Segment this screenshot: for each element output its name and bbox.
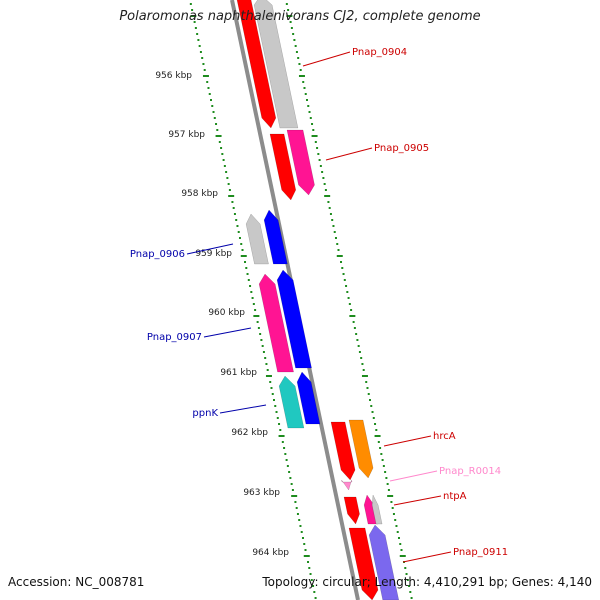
axis-ticks-left: [189, 3, 317, 599]
gene-label: Pnap_0904: [352, 47, 407, 58]
gene-label: ppnK: [192, 408, 218, 419]
gene-label: Pnap_0911: [453, 547, 508, 558]
gene-arrow: [263, 209, 288, 265]
accession-text: Accession: NC_008781: [8, 575, 145, 589]
gene-arrow: [276, 269, 312, 369]
gene-label: Pnap_0905: [374, 143, 429, 154]
gene-label: Pnap_0907: [147, 332, 202, 343]
tick-label: 957 kbp: [168, 130, 205, 140]
gene-arrow: [330, 421, 356, 481]
gene-arrow: [236, 0, 277, 129]
tick-label: 964 kbp: [252, 548, 289, 558]
callout-line: [389, 470, 438, 482]
map-title: Polaromonas naphthalenivorans CJ2, compl…: [119, 9, 481, 24]
gene-arrow: [368, 524, 400, 600]
axis-tick-labels: 956 kbp 957 kbp 958 kbp 959 kbp 960 kbp 961 k…: [155, 71, 289, 558]
callout-line: [393, 495, 442, 506]
tick-label: 959 kbp: [195, 249, 232, 259]
callout-line: [402, 551, 452, 563]
tick-label: 960 kbp: [208, 308, 245, 318]
gene-label: Pnap_0906: [130, 249, 185, 260]
gene-arrow: [278, 375, 305, 429]
tick-label: 958 kbp: [181, 189, 218, 199]
gene-arrow: [341, 479, 353, 491]
callout-line: [302, 51, 351, 67]
gene-arrow: [348, 527, 379, 600]
gene-callouts: Pnap_0904 Pnap_0905 Pnap_0906 Pnap_0907 ppnK…: [130, 47, 508, 563]
gene-arrow: [348, 419, 374, 479]
gene-arrow: [371, 494, 383, 525]
callout-line: [383, 435, 432, 447]
topology-text: Topology: circular; Length: 4,410,291 bp…: [262, 575, 592, 589]
gene-track: [236, 0, 400, 600]
tick-label: 962 kbp: [231, 428, 268, 438]
gene-arrow: [245, 213, 269, 265]
tick-label: 956 kbp: [155, 71, 192, 81]
gene-arrow: [286, 129, 315, 196]
axis-ticks-right: [285, 3, 413, 599]
callout-line: [325, 147, 373, 161]
gene-arrow: [296, 371, 321, 425]
gene-arrow: [253, 0, 299, 129]
callout-line: [186, 243, 234, 255]
gene-arrow: [269, 133, 297, 201]
tick-label: 961 kbp: [220, 368, 257, 378]
gene-arrow: [258, 273, 294, 373]
gene-arrow: [343, 496, 360, 525]
callout-line: [219, 404, 267, 414]
gene-label: ntpA: [443, 491, 467, 502]
tick-label: 963 kbp: [243, 488, 280, 498]
callout-line: [203, 327, 252, 338]
gene-label: hrcA: [433, 431, 456, 442]
gene-label: Pnap_R0014: [439, 466, 501, 477]
